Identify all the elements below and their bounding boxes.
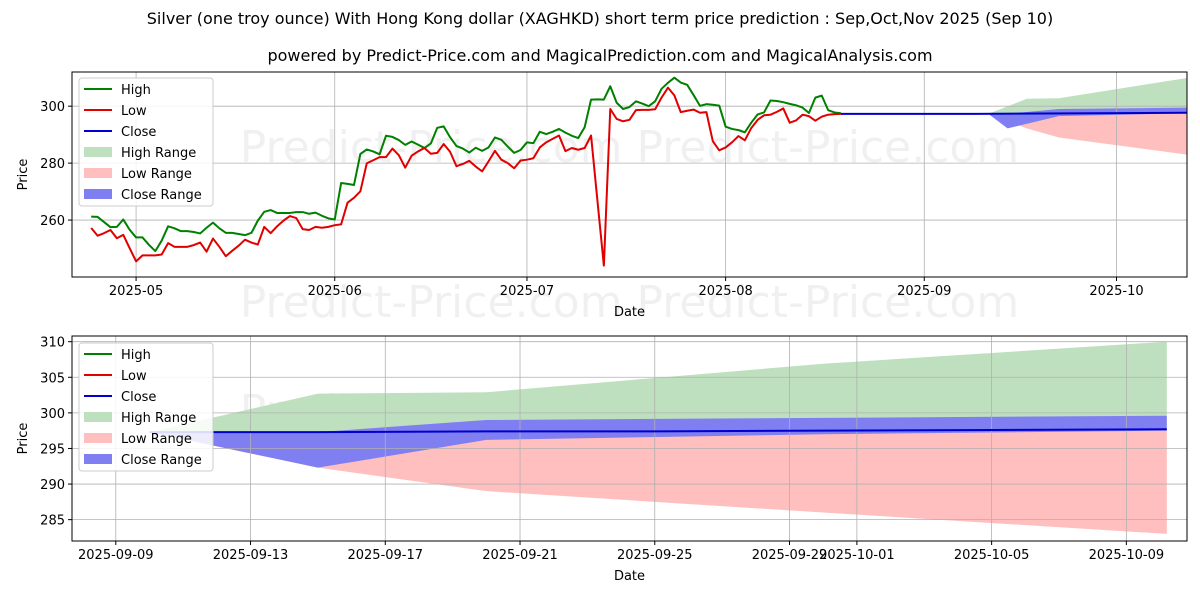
x-tick-label: 2025-09 [897, 284, 951, 299]
legend: High Low Close High Range Low Range Close Ran… [78, 77, 214, 207]
legend-label: Close [121, 390, 156, 405]
chart-title: Silver (one troy ounce) With Hong Kong d… [146, 9, 1054, 28]
high-range-band [988, 77, 1187, 114]
close-series-line [149, 428, 1167, 434]
legend-swatch-low-range [84, 168, 112, 178]
legend-box [78, 77, 214, 207]
legend-label: High [121, 348, 151, 363]
x-tick-label: 2025-09-09 [78, 548, 154, 563]
y-axis-label: Price [16, 159, 31, 191]
high-range-band [149, 341, 1167, 433]
x-tick-label: 2025-09-25 [617, 548, 693, 563]
watermark-text: Predict-Price.com Predict-Price.com [240, 277, 1019, 328]
x-tick-label: 2025-10-05 [954, 548, 1030, 563]
legend-label: High Range [121, 146, 196, 161]
close-series-line [840, 111, 1187, 115]
legend-label: Close Range [121, 453, 202, 468]
legend-label: Low Range [121, 167, 192, 182]
x-tick-label: 2025-09-13 [213, 548, 289, 563]
y-tick-label: 300 [40, 100, 65, 115]
x-tick-label: 2025-10 [1089, 284, 1143, 299]
x-tick-label: 2025-10-09 [1089, 548, 1165, 563]
x-axis-label: Date [614, 305, 645, 320]
y-tick-label: 295 [40, 442, 65, 457]
legend-swatch-close-range [84, 454, 112, 464]
y-tick-label: 300 [40, 407, 65, 422]
plot-panel-top: Predict-Price.com Predict-Price.com Predi… [16, 71, 1188, 328]
x-tick-label: 2025-05 [109, 284, 163, 299]
legend-label: Low Range [121, 432, 192, 447]
watermark-text: Predict-Price.com Predict-Price.com [240, 122, 1019, 173]
series-area [90, 76, 1187, 267]
y-tick-label: 280 [40, 157, 65, 172]
legend-label: Low [121, 104, 147, 119]
low-series-line [90, 86, 842, 267]
plot-panel-bottom: Predict-Price.com Predict-Price.com2025-… [16, 335, 1188, 584]
legend-box [78, 342, 214, 472]
chart-subtitle: powered by Predict-Price.com and Magical… [267, 46, 933, 65]
x-axis-label: Date [614, 569, 645, 584]
axes-frame [71, 335, 1188, 542]
close-range-band [149, 415, 1167, 468]
plot-area [149, 341, 1167, 534]
y-axis-label: Price [16, 423, 31, 455]
legend: High Low Close High Range Low Range Close Ran… [78, 342, 214, 472]
y-tick-label: 260 [40, 214, 65, 229]
low-range-band [149, 429, 1167, 534]
x-tick-label: 2025-07 [500, 284, 554, 299]
y-tick-label: 290 [40, 478, 65, 493]
legend-swatch-close-range [84, 189, 112, 199]
x-tick-label: 2025-09-17 [347, 548, 423, 563]
high-series-line [91, 76, 842, 253]
x-tick-label: 2025-09-29 [752, 548, 828, 563]
x-tick-label: 2025-10-01 [819, 548, 895, 563]
legend-label: Close Range [121, 188, 202, 203]
series-area [149, 428, 1167, 434]
axes-frame [71, 71, 1188, 278]
x-tick-label: 2025-09-21 [482, 548, 558, 563]
x-tick-label: 2025-06 [308, 284, 362, 299]
legend-swatch-low-range [84, 433, 112, 443]
y-tick-label: 285 [40, 514, 65, 529]
legend-label: High [121, 83, 151, 98]
legend-swatch-high-range [84, 412, 112, 422]
legend-label: High Range [121, 411, 196, 426]
x-tick-label: 2025-08 [698, 284, 752, 299]
legend-swatch-high-range [84, 147, 112, 157]
legend-label: Low [121, 369, 147, 384]
low-range-band [988, 113, 1187, 155]
legend-label: Close [121, 125, 156, 140]
y-tick-label: 310 [40, 336, 65, 351]
y-tick-label: 305 [40, 371, 65, 386]
